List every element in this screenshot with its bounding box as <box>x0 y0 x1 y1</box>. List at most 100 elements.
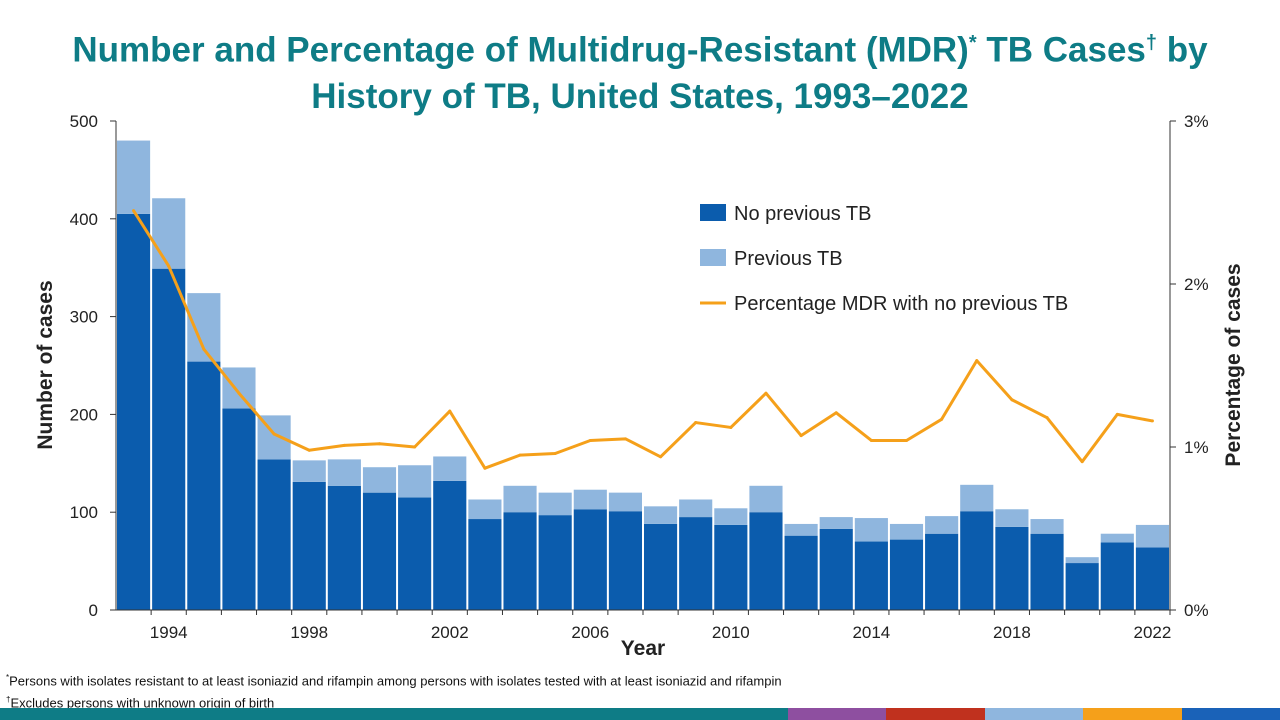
footer-color-segment <box>590 708 690 720</box>
bar-no-previous-tb <box>362 492 397 610</box>
x-tick-label: 2006 <box>571 623 609 642</box>
bar-no-previous-tb <box>327 485 361 610</box>
y-tick-label: 500 <box>70 112 98 131</box>
x-tick-label: 1994 <box>150 623 188 642</box>
line-point <box>694 421 698 425</box>
line-point <box>940 417 944 421</box>
x-axis-label: Year <box>621 637 665 660</box>
bar-previous-tb <box>573 489 607 510</box>
footnote-text: Persons with isolates resistant to at le… <box>9 673 782 689</box>
x-tick-label: 2002 <box>431 623 469 642</box>
bar-previous-tb <box>1030 519 1064 534</box>
bar-previous-tb <box>1135 524 1169 548</box>
bar-no-previous-tb <box>187 361 221 610</box>
line-point <box>1045 416 1049 420</box>
footer-color-segment <box>886 708 985 720</box>
line-point <box>132 209 136 213</box>
bar-previous-tb <box>889 523 924 540</box>
bar-no-previous-tb <box>608 511 642 610</box>
bar-previous-tb <box>925 516 959 534</box>
bar-previous-tb <box>327 459 361 486</box>
legend-label: Previous TB <box>734 248 843 270</box>
bar-previous-tb <box>292 460 326 482</box>
y-tick-label: 100 <box>70 503 98 522</box>
bar-previous-tb <box>960 484 994 512</box>
line-point <box>659 455 663 459</box>
footnote: †Excludes persons with unknown origin of… <box>6 690 782 712</box>
x-tick-label: 2022 <box>1134 623 1172 642</box>
line-point <box>1115 412 1119 416</box>
bar-no-previous-tb <box>1100 542 1134 610</box>
y-tick-label: 300 <box>70 308 98 327</box>
y2-tick-label: 0% <box>1184 601 1209 620</box>
bar-no-previous-tb <box>644 523 678 610</box>
footer-color-segment <box>689 708 788 720</box>
title-line2: History of TB, United States, 1993–2022 <box>311 76 969 116</box>
chart-title: Number and Percentage of Multidrug-Resis… <box>0 20 1280 120</box>
footnotes: *Persons with isolates resistant to at l… <box>6 668 782 713</box>
bar-previous-tb <box>644 506 678 524</box>
line-point <box>553 452 557 456</box>
line-point <box>1150 419 1154 423</box>
chart: 0 100 200 300 400 500 0% 1% 2% 3% 1994 1998 2002 2006… <box>34 112 1245 660</box>
bar-no-previous-tb <box>257 459 291 610</box>
line-point <box>413 445 417 449</box>
bar-no-previous-tb <box>925 533 959 610</box>
y-tick-label: 0 <box>89 601 98 620</box>
title-end: by <box>1157 30 1208 70</box>
bar-previous-tb <box>679 499 713 518</box>
legend-swatch-no-previous-tb <box>700 204 726 221</box>
legend-swatch-previous-tb <box>700 249 726 266</box>
line-point <box>905 438 908 442</box>
bar-no-previous-tb <box>538 515 572 610</box>
footer-color-segment <box>0 708 99 720</box>
bar-no-previous-tb <box>1030 533 1064 610</box>
x-tick-label: 2014 <box>852 623 890 642</box>
line-point <box>202 347 206 351</box>
y-axis-label: Number of cases <box>34 280 57 449</box>
bar-previous-tb <box>819 517 853 529</box>
bar-no-previous-tb <box>222 408 256 610</box>
footer-color-segment <box>295 708 394 720</box>
y2-tick-label: 3% <box>1184 112 1209 131</box>
line-point <box>623 437 627 441</box>
line-point <box>729 425 733 429</box>
line-point <box>764 391 768 395</box>
bar-previous-tb <box>784 523 818 536</box>
bar-previous-tb <box>433 456 467 481</box>
bar-previous-tb <box>398 465 432 498</box>
x-tick-label: 2010 <box>712 623 750 642</box>
bar-no-previous-tb <box>292 481 326 610</box>
bar-previous-tb <box>152 198 186 269</box>
line-point <box>518 453 522 457</box>
bar-previous-tb <box>714 508 748 525</box>
footer-color-segment <box>1083 708 1182 720</box>
bar-no-previous-tb <box>819 528 853 610</box>
bar-no-previous-tb <box>117 213 151 610</box>
line-point <box>342 443 346 447</box>
bar-no-previous-tb <box>854 541 888 610</box>
bar-previous-tb <box>1100 533 1134 543</box>
line-point <box>975 359 979 363</box>
line-point <box>167 264 171 268</box>
footer-color-segment <box>492 708 591 720</box>
line-point <box>1080 460 1084 464</box>
x-tick-label: 2018 <box>993 623 1031 642</box>
legend-label: Percentage MDR with no previous TB <box>734 293 1068 315</box>
footer-color-segment <box>984 708 1084 720</box>
bar-no-previous-tb <box>995 526 1029 610</box>
y2-tick-label: 2% <box>1184 275 1209 294</box>
bar-previous-tb <box>117 140 151 214</box>
line-point <box>588 438 592 442</box>
line-point <box>869 438 873 442</box>
bar-no-previous-tb <box>503 512 537 610</box>
bar-no-previous-tb <box>714 524 748 610</box>
line-point <box>378 442 381 446</box>
footnote: *Persons with isolates resistant to at l… <box>6 668 782 690</box>
title-line1: Number and Percentage of Multidrug-Resis… <box>72 30 969 70</box>
title-footnote-mark: * <box>968 32 977 54</box>
bar-previous-tb <box>749 485 783 513</box>
x-tick-label: 1998 <box>290 623 328 642</box>
bar-previous-tb <box>854 518 888 542</box>
title-mid: TB Cases <box>976 30 1146 70</box>
